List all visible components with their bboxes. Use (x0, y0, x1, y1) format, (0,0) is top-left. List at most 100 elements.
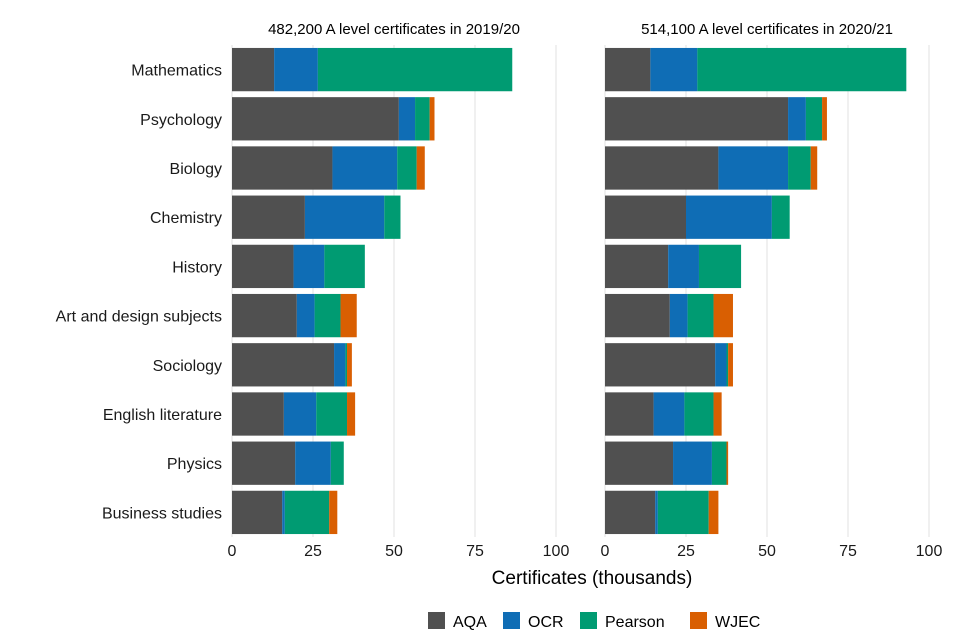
panel-1-bar-sociology-pearson (345, 343, 348, 387)
panel-1-bar-art-and-design-subjects-pearson (314, 293, 341, 338)
panel-2-bar-english-literature-ocr (653, 392, 685, 436)
panel-1-bar-chemistry-ocr (304, 195, 385, 239)
panel-1-bar-chemistry-pearson (384, 195, 401, 239)
panel-1-bar-history-pearson (324, 244, 365, 289)
panel-1-xtick-0: 0 (228, 543, 237, 560)
panel-1-xtick-100: 100 (543, 543, 570, 560)
panel-2-bar-business-studies-wjec (708, 490, 719, 535)
panel-1-bar-english-literature-aqa (232, 392, 284, 436)
panel-1-xtick-25: 25 (304, 543, 322, 560)
panel-1-bar-physics-pearson (330, 441, 344, 485)
panel-1-bar-business-studies-wjec (329, 490, 338, 535)
panel-1-bar-biology-aqa (232, 146, 333, 190)
legend-label-pearson: Pearson (605, 614, 665, 631)
panel-2-bar-chemistry-pearson (771, 195, 790, 239)
panel-1-bar-english-literature-ocr (283, 392, 317, 436)
panel-2-bar-business-studies-aqa (605, 490, 656, 535)
panel-2-bar-art-and-design-subjects-pearson (687, 293, 714, 338)
panel-2-bar-chemistry-ocr (686, 195, 772, 239)
panel-1-bar-biology-ocr (332, 146, 398, 190)
panel-2-bar-biology-wjec (810, 146, 818, 190)
category-label-business-studies: Business studies (102, 505, 222, 522)
panel-1-bar-business-studies-ocr (282, 490, 285, 535)
panel-2-bar-psychology-aqa (605, 97, 789, 141)
panel-1-bar-sociology-aqa (232, 343, 335, 387)
legend-swatch-wjec (690, 612, 707, 629)
panel-2-bar-physics-wjec (726, 441, 729, 485)
panel-1-bar-psychology-ocr (398, 97, 416, 141)
panel-2-bar-art-and-design-subjects-ocr (669, 293, 688, 338)
category-label-biology: Biology (170, 161, 222, 178)
panel-1-bar-english-literature-wjec (347, 392, 356, 436)
panel-1-bar-psychology-wjec (429, 97, 435, 141)
legend-label-ocr: OCR (528, 614, 564, 631)
panel-1-title: 482,200 A level certificates in 2019/20 (268, 21, 520, 38)
category-label-history: History (172, 259, 222, 276)
panel-1-bar-art-and-design-subjects-wjec (340, 293, 357, 338)
category-label-physics: Physics (167, 456, 222, 473)
panel-2-bar-english-literature-wjec (713, 392, 722, 436)
panel-1-bar-physics-aqa (232, 441, 296, 485)
panel-2-bar-mathematics-aqa (605, 47, 651, 92)
panel-2-bar-physics-ocr (673, 441, 712, 485)
panel-2-title: 514,100 A level certificates in 2020/21 (641, 21, 893, 38)
panel-1-xtick-75: 75 (466, 543, 484, 560)
bars-layer (232, 47, 907, 535)
panel-1-bar-chemistry-aqa (232, 195, 305, 239)
panel-1-bar-history-ocr (293, 244, 325, 289)
panel-1-bar-history-aqa (232, 244, 294, 289)
legend-label-wjec: WJEC (715, 614, 760, 631)
panel-1-bar-business-studies-pearson (284, 490, 330, 535)
text-layer: 482,200 A level certificates in 2019/20 0… (56, 21, 943, 589)
legend-swatch-aqa (428, 612, 445, 629)
panel-2-bar-history-aqa (605, 244, 669, 289)
panel-1-bar-psychology-pearson (415, 97, 430, 141)
panel-2-bar-english-literature-aqa (605, 392, 654, 436)
legend-swatch-ocr (503, 612, 520, 629)
panel-1-bar-art-and-design-subjects-ocr (296, 293, 315, 338)
panel-2-bar-mathematics-ocr (650, 47, 698, 92)
panel-2-bar-sociology-wjec (728, 343, 733, 387)
panel-2-bar-english-literature-pearson (684, 392, 714, 436)
panel-1-bar-mathematics-pearson (317, 47, 513, 92)
panel-2-bar-sociology-aqa (605, 343, 716, 387)
panel-2-bar-psychology-ocr (788, 97, 806, 141)
category-label-psychology: Psychology (140, 112, 222, 129)
panel-2-bar-sociology-pearson (726, 343, 729, 387)
panel-2-bar-physics-pearson (711, 441, 727, 485)
category-label-sociology: Sociology (153, 358, 222, 375)
category-label-chemistry: Chemistry (150, 210, 222, 227)
panel-2-bar-history-ocr (668, 244, 699, 289)
panel-1-bar-sociology-wjec (347, 343, 352, 387)
legend-label-aqa: AQA (453, 614, 487, 631)
panel-1-bar-psychology-aqa (232, 97, 399, 141)
panel-2-xtick-25: 25 (677, 543, 695, 560)
x-axis-title: Certificates (thousands) (492, 568, 693, 589)
panel-2-bar-art-and-design-subjects-wjec (713, 293, 733, 338)
panel-2-xtick-100: 100 (916, 543, 943, 560)
category-label-english-literature: English literature (103, 407, 222, 424)
panel-2-bar-mathematics-pearson (697, 47, 907, 92)
panel-1-bar-mathematics-aqa (232, 47, 275, 92)
category-label-mathematics: Mathematics (131, 63, 222, 80)
panel-2-bar-biology-pearson (788, 146, 811, 190)
panel-2-bar-sociology-ocr (715, 343, 727, 387)
panel-2-bar-chemistry-aqa (605, 195, 686, 239)
panel-2-xtick-50: 50 (758, 543, 776, 560)
panel-2-xtick-75: 75 (839, 543, 857, 560)
panel-1-bar-biology-pearson (397, 146, 417, 190)
panel-2-bar-psychology-pearson (805, 97, 823, 141)
panel-1-bar-biology-wjec (416, 146, 425, 190)
panel-1-bar-sociology-ocr (334, 343, 346, 387)
panel-2-bar-biology-aqa (605, 146, 719, 190)
panel-1-bar-art-and-design-subjects-aqa (232, 293, 297, 338)
category-label-art-and-design-subjects: Art and design subjects (56, 309, 222, 326)
panel-2-bar-business-studies-ocr (655, 490, 658, 535)
legend: AQA OCR Pearson WJEC (428, 612, 760, 631)
panel-2-bar-business-studies-pearson (657, 490, 709, 535)
panel-1-xtick-50: 50 (385, 543, 403, 560)
panel-1-bar-business-studies-aqa (232, 490, 283, 535)
panel-2-bar-biology-ocr (718, 146, 789, 190)
panel-2-bar-history-pearson (698, 244, 742, 289)
